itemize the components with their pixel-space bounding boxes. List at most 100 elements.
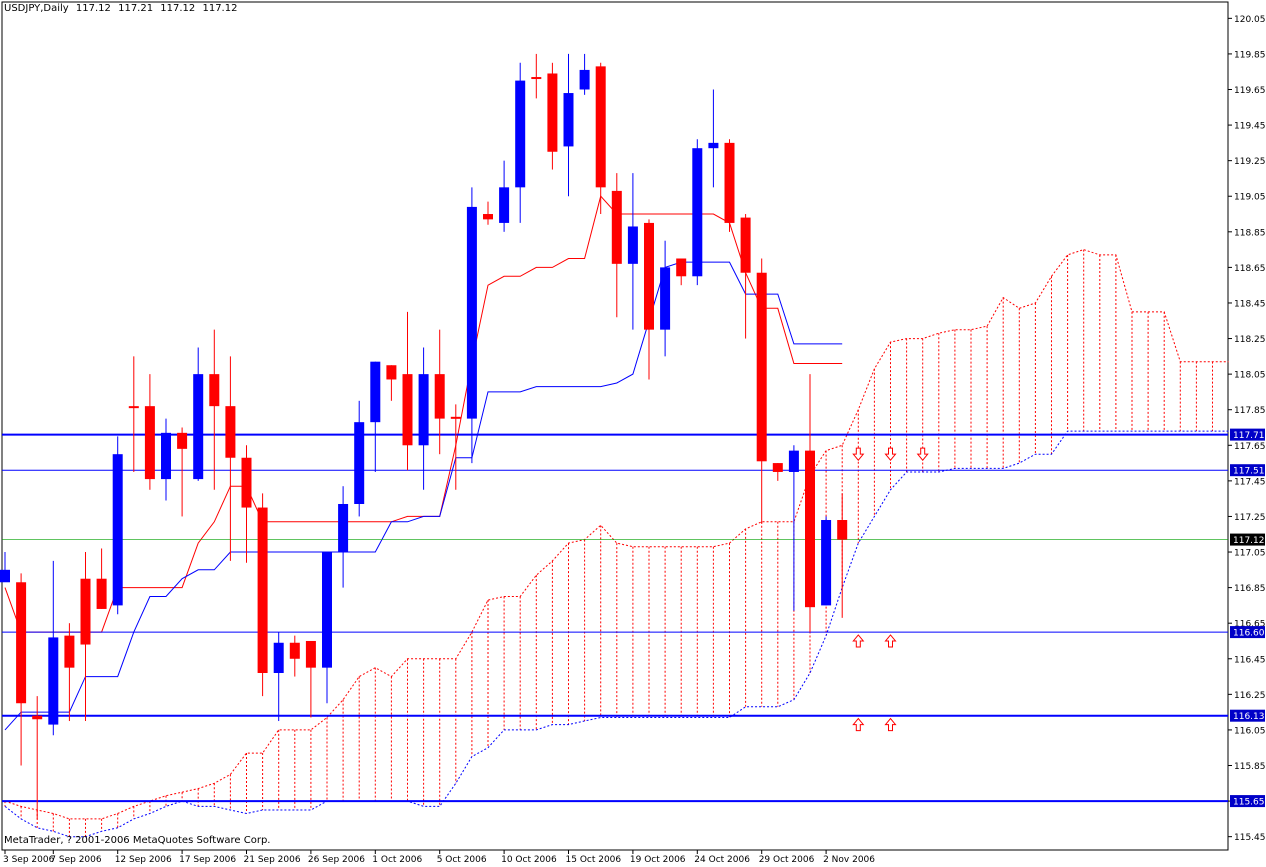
arrow-up-icon bbox=[884, 717, 897, 732]
level-label: 116.13 bbox=[1233, 712, 1265, 722]
candle-body bbox=[305, 640, 316, 668]
arrow-down-icon bbox=[884, 447, 897, 461]
candle-body bbox=[241, 457, 252, 508]
high-value: 117.21 bbox=[118, 3, 154, 14]
y-tick-label: 115.45 bbox=[1234, 833, 1266, 843]
x-tick-label: 21 Sep 2006 bbox=[244, 855, 301, 865]
x-tick-label: 12 Sep 2006 bbox=[115, 855, 172, 865]
x-tick-label: 5 Oct 2006 bbox=[437, 855, 487, 865]
x-tick-label: 17 Sep 2006 bbox=[179, 855, 236, 865]
candle-body bbox=[354, 422, 365, 504]
level-label: 117.51 bbox=[1233, 467, 1265, 477]
signal-arrows bbox=[852, 447, 929, 732]
candle-body bbox=[273, 642, 284, 673]
arrow-down-icon bbox=[852, 447, 865, 461]
current-price-box bbox=[1230, 533, 1265, 546]
level-label: 117.71 bbox=[1233, 431, 1265, 441]
y-tick-label: 118.45 bbox=[1234, 299, 1266, 309]
y-tick-label: 120.05 bbox=[1234, 15, 1266, 25]
y-tick-label: 119.65 bbox=[1234, 86, 1266, 96]
close-value: 117.12 bbox=[202, 3, 238, 14]
y-tick-label: 117.85 bbox=[1234, 406, 1266, 416]
candle-body bbox=[515, 80, 526, 188]
candle-body bbox=[96, 578, 107, 609]
candle-body bbox=[177, 432, 188, 449]
y-tick-label: 116.65 bbox=[1234, 620, 1266, 630]
candle-body bbox=[402, 374, 413, 446]
arrow-down-icon bbox=[916, 447, 929, 461]
arrow-up-icon bbox=[852, 717, 865, 732]
level-label-box bbox=[1230, 795, 1265, 808]
level-label: 116.60 bbox=[1233, 629, 1265, 639]
level-label-box bbox=[1230, 428, 1265, 441]
candle-body bbox=[547, 73, 558, 152]
senkou-span-b bbox=[4, 430, 1229, 838]
candle-body bbox=[161, 432, 171, 480]
candle-body bbox=[370, 361, 381, 423]
indicator-lines bbox=[4, 195, 843, 731]
low-value: 117.12 bbox=[160, 3, 196, 14]
y-tick-label: 119.85 bbox=[1234, 50, 1266, 60]
level-label-box bbox=[1230, 464, 1265, 477]
candle-body bbox=[209, 374, 220, 407]
candle-body bbox=[434, 374, 445, 419]
candle-body bbox=[788, 450, 799, 472]
x-tick-label: 1 Oct 2006 bbox=[372, 855, 422, 865]
candle-body bbox=[756, 272, 767, 462]
candle-body bbox=[32, 715, 43, 720]
x-tick-label: 7 Sep 2006 bbox=[50, 855, 102, 865]
y-tick-label: 118.85 bbox=[1234, 228, 1266, 238]
y-tick-label: 117.65 bbox=[1234, 442, 1266, 452]
arrow-up-icon bbox=[884, 634, 897, 648]
y-tick-label: 116.45 bbox=[1234, 655, 1266, 665]
candle-body bbox=[48, 637, 59, 725]
candle-body bbox=[225, 406, 236, 458]
candle-body bbox=[772, 463, 783, 472]
level-label-box bbox=[1230, 709, 1265, 722]
candle-body bbox=[821, 520, 832, 606]
y-tick-label: 116.05 bbox=[1234, 726, 1266, 736]
candle-body bbox=[627, 226, 638, 264]
candle-body bbox=[611, 190, 622, 264]
candle-body bbox=[322, 552, 332, 668]
y-tick-label: 119.25 bbox=[1234, 157, 1266, 167]
x-tick-label: 29 Oct 2006 bbox=[759, 855, 815, 865]
horizontal-levels bbox=[2, 433, 1228, 803]
candle-body bbox=[289, 642, 300, 659]
y-tick-label: 118.65 bbox=[1234, 264, 1266, 274]
chart-header: USDJPY,Daily 117.12 117.21 117.12 117.12 bbox=[4, 3, 241, 14]
candle-body bbox=[80, 578, 91, 645]
candle-body bbox=[837, 520, 848, 540]
plot-frame bbox=[1, 1, 1229, 851]
level-label-box bbox=[1230, 626, 1265, 639]
y-tick-label: 115.85 bbox=[1234, 762, 1266, 772]
candle-body bbox=[16, 582, 27, 704]
candle-body bbox=[0, 569, 10, 583]
candle-body bbox=[595, 66, 606, 188]
x-tick-label: 2 Nov 2006 bbox=[823, 855, 875, 865]
candle-body bbox=[692, 148, 703, 277]
candle-body bbox=[644, 222, 654, 330]
arrow-up-icon bbox=[852, 634, 865, 648]
y-tick-label: 118.25 bbox=[1234, 335, 1266, 345]
candle-body bbox=[660, 267, 671, 330]
candle-body bbox=[676, 258, 687, 277]
y-tick-label: 117.05 bbox=[1234, 549, 1266, 559]
candle-body bbox=[499, 187, 510, 223]
y-tick-label: 116.25 bbox=[1234, 691, 1266, 701]
candle-body bbox=[418, 374, 429, 446]
candle-body bbox=[483, 214, 493, 220]
y-tick-label: 117.45 bbox=[1234, 477, 1266, 487]
x-tick-label: 26 Sep 2006 bbox=[308, 855, 365, 865]
candle-body bbox=[466, 206, 477, 419]
x-tick-label: 24 Oct 2006 bbox=[694, 855, 750, 865]
candle-body bbox=[531, 77, 542, 80]
candle-body bbox=[257, 507, 268, 673]
x-tick-label: 3 Sep 2006 bbox=[3, 855, 55, 865]
y-tick-label: 119.05 bbox=[1234, 193, 1266, 203]
copyright-note: MetaTrader, ? 2001-2006 MetaQuotes Softw… bbox=[4, 835, 271, 846]
candle-body bbox=[579, 69, 590, 90]
candle-body bbox=[144, 406, 155, 480]
